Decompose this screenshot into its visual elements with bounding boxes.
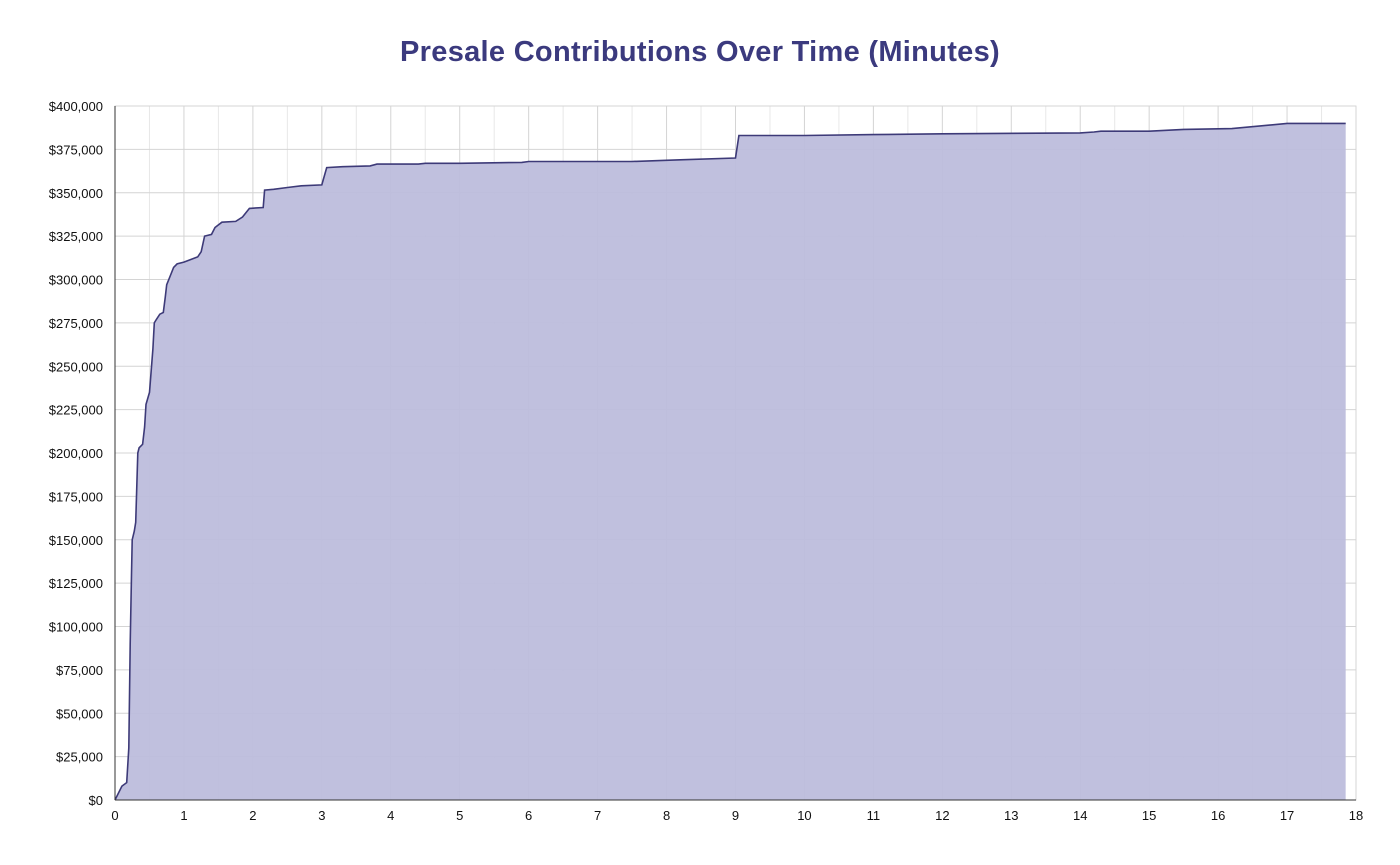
x-tick-label: 6 <box>525 808 532 823</box>
x-tick-label: 17 <box>1280 808 1294 823</box>
x-tick-label: 1 <box>180 808 187 823</box>
x-tick-label: 4 <box>387 808 394 823</box>
y-tick-label: $200,000 <box>49 446 103 461</box>
x-tick-label: 9 <box>732 808 739 823</box>
y-tick-label: $50,000 <box>56 706 103 721</box>
x-tick-label: 15 <box>1142 808 1156 823</box>
y-tick-label: $0 <box>89 793 103 808</box>
y-tick-label: $125,000 <box>49 576 103 591</box>
area-fill <box>115 123 1346 800</box>
x-tick-label: 14 <box>1073 808 1087 823</box>
y-tick-label: $300,000 <box>49 273 103 288</box>
y-tick-label: $250,000 <box>49 359 103 374</box>
x-tick-label: 5 <box>456 808 463 823</box>
y-tick-label: $275,000 <box>49 316 103 331</box>
x-tick-label: 3 <box>318 808 325 823</box>
x-tick-label: 7 <box>594 808 601 823</box>
y-tick-label: $225,000 <box>49 403 103 418</box>
x-tick-label: 11 <box>867 808 881 823</box>
y-tick-label: $400,000 <box>49 99 103 114</box>
x-tick-label: 18 <box>1349 808 1363 823</box>
x-tick-label: 2 <box>249 808 256 823</box>
x-tick-label: 12 <box>935 808 949 823</box>
chart-title: Presale Contributions Over Time (Minutes… <box>400 36 1000 68</box>
y-tick-label: $175,000 <box>49 489 103 504</box>
y-tick-label: $350,000 <box>49 186 103 201</box>
y-tick-label: $325,000 <box>49 229 103 244</box>
y-tick-label: $75,000 <box>56 663 103 678</box>
y-tick-label: $150,000 <box>49 533 103 548</box>
x-tick-label: 8 <box>663 808 670 823</box>
x-tick-label: 10 <box>797 808 811 823</box>
x-tick-label: 0 <box>111 808 118 823</box>
y-tick-label: $25,000 <box>56 750 103 765</box>
y-tick-label: $375,000 <box>49 142 103 157</box>
x-tick-label: 16 <box>1211 808 1225 823</box>
y-tick-label: $100,000 <box>49 620 103 635</box>
series-line <box>114 122 1346 801</box>
x-tick-label: 13 <box>1004 808 1018 823</box>
